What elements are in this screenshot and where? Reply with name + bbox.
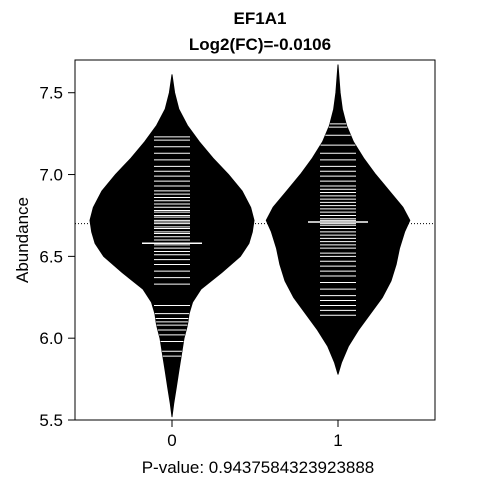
plot-border (74, 59, 436, 421)
plot-area (75, 64, 435, 418)
y-axis-label: Abundance (13, 197, 32, 283)
x-axis-label: P-value: 0.9437584323923888 (142, 458, 375, 477)
x-tick-label: 0 (167, 431, 176, 450)
x-tick-label: 1 (333, 431, 342, 450)
bean-group-0 (89, 74, 255, 418)
y-tick-label: 7.0 (39, 166, 63, 185)
y-tick-label: 6.5 (39, 247, 63, 266)
y-tick-label: 6.0 (39, 329, 63, 348)
chart-subtitle: Log2(FC)=-0.0106 (189, 35, 331, 54)
y-tick-label: 5.5 (39, 411, 63, 430)
bean-group-1 (265, 64, 411, 375)
axes: 5.5 6.0 6.5 7.0 7.5 0 1 (39, 84, 342, 450)
y-tick-label: 7.5 (39, 84, 63, 103)
chart-title: EF1A1 (234, 9, 287, 28)
